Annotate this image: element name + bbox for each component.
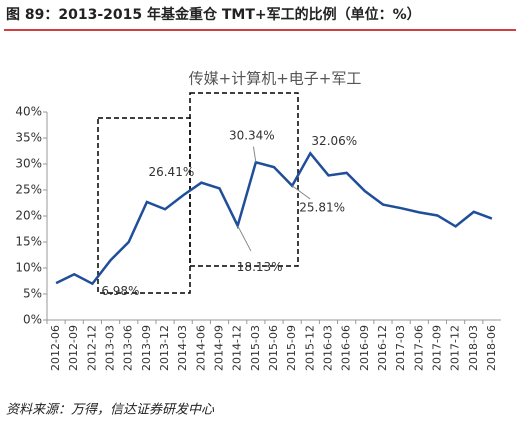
x-tick-label: 2015-03 (249, 325, 262, 371)
source-note: 资料来源：万得，信达证券研发中心 (6, 403, 215, 418)
x-tick-label: 2016-12 (376, 325, 389, 371)
x-tick-label: 2015-09 (285, 325, 298, 371)
x-tick-label: 2017-06 (412, 325, 425, 371)
x-tick-label: 2015-06 (267, 325, 280, 371)
x-tick-label: 2012-12 (85, 325, 98, 371)
x-tick-label: 2012-06 (49, 325, 62, 371)
x-tick-label: 2018-06 (485, 325, 498, 371)
x-tick-label: 2012-09 (67, 325, 80, 371)
y-tick-label: 0% (23, 313, 42, 327)
y-tick-label: 20% (15, 209, 42, 223)
figure-title: 图 89：2013-2015 年基金重仓 TMT+军工的比例（单位：%） (6, 6, 421, 23)
y-tick-label: 25% (15, 183, 42, 197)
data-label: 32.06% (311, 134, 357, 148)
y-tick-label: 5% (23, 287, 42, 301)
y-tick-label: 10% (15, 261, 42, 275)
leader-line (237, 225, 252, 252)
data-line (55, 151, 493, 286)
x-tick-label: 2018-03 (467, 325, 480, 371)
highlight-box (189, 92, 299, 267)
data-label: 30.34% (229, 129, 275, 143)
x-tick-label: 2016-03 (321, 325, 334, 371)
chart-title: 传媒+计算机+电子+军工 (189, 70, 362, 88)
y-tick-label: 30% (15, 157, 42, 171)
x-tick-label: 2016-06 (340, 325, 353, 371)
x-tick-label: 2013-06 (122, 325, 135, 371)
x-tick-label: 2013-12 (158, 325, 171, 371)
x-tick-label: 2017-12 (449, 325, 462, 371)
x-tick-label: 2013-03 (104, 325, 117, 371)
data-label: 25.81% (299, 200, 345, 214)
data-label: 26.41% (148, 165, 194, 179)
x-tick-label: 2014-12 (231, 325, 244, 371)
x-tick-label: 2016-09 (358, 325, 371, 371)
x-tick-label: 2014-09 (213, 325, 226, 371)
leader-line (252, 146, 257, 163)
y-tick-label: 35% (15, 131, 42, 145)
x-tick-label: 2017-09 (430, 325, 443, 371)
x-tick-label: 2015-12 (303, 325, 316, 371)
x-tick-label: 2017-03 (394, 325, 407, 371)
x-tick-label: 2014-03 (176, 325, 189, 371)
x-tick-label: 2013-09 (140, 325, 153, 371)
leader-line (291, 185, 311, 200)
x-tick-label: 2014-06 (194, 325, 207, 371)
y-tick-label: 40% (15, 105, 42, 119)
data-label: 18.13% (237, 260, 283, 274)
data-label: 6.98% (101, 284, 139, 298)
y-tick-label: 15% (15, 235, 42, 249)
